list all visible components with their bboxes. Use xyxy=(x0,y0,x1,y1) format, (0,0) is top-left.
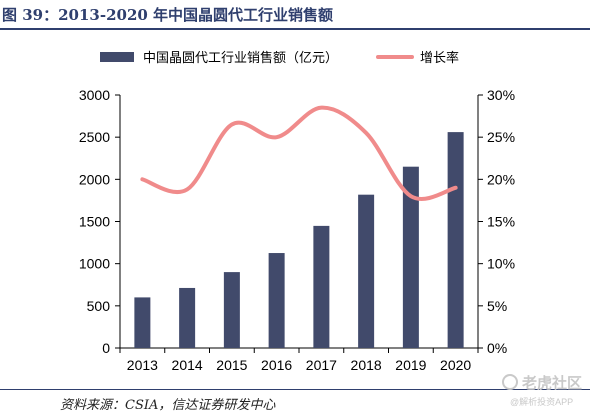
x-tick-label: 2017 xyxy=(306,357,337,373)
y-tick-label-left: 2500 xyxy=(79,129,110,145)
chart-title: 图 39：2013-2020 年中国晶圆代工行业销售额 xyxy=(2,6,334,24)
tick-labels: 0 500 1000 1500 2000 2500 3000 0% 5% 10% 15% 20% 25%… xyxy=(79,87,515,373)
x-tick-label: 2014 xyxy=(172,357,203,373)
legend-line-label: 增长率 xyxy=(420,50,459,65)
title-divider xyxy=(0,28,590,30)
y-tick-label-right: 5% xyxy=(487,298,507,314)
source-note: 资料来源：CSIA，信达证券研发中心 xyxy=(60,398,276,413)
y-tick-label-left: 1500 xyxy=(79,214,110,230)
bar xyxy=(223,272,240,348)
bar xyxy=(447,132,464,348)
growth-rate-line xyxy=(140,105,458,201)
bar xyxy=(134,297,151,348)
y-tick-label-right: 15% xyxy=(487,214,515,230)
y-tick-label-right: 20% xyxy=(487,171,515,187)
legend-bar-swatch xyxy=(100,52,134,62)
y-tick-label-right: 30% xyxy=(487,87,515,103)
bar xyxy=(268,253,285,348)
footer-divider xyxy=(0,389,590,390)
bar xyxy=(179,287,196,348)
bar-series xyxy=(134,132,464,348)
x-tick-label: 2016 xyxy=(261,357,292,373)
y-tick-label-left: 3000 xyxy=(79,87,110,103)
y-tick-label-left: 0 xyxy=(102,340,110,356)
bar xyxy=(313,225,330,348)
y-tick-label-left: 500 xyxy=(87,298,111,314)
bar xyxy=(402,166,419,348)
y-tick-label-right: 10% xyxy=(487,256,515,272)
watermark-logo-icon xyxy=(502,374,518,390)
y-tick-label-right: 25% xyxy=(487,129,515,145)
legend-bar-label: 中国晶圆代工行业销售额（亿元） xyxy=(143,50,338,65)
y-tick-label-left: 2000 xyxy=(79,171,110,187)
x-tick-label: 2015 xyxy=(216,357,247,373)
x-tick-label: 2019 xyxy=(395,357,426,373)
watermark-subtitle: @解析投资APP xyxy=(510,397,574,407)
x-tick-label: 2013 xyxy=(127,357,158,373)
axes xyxy=(115,94,483,353)
watermark: 老虎社区 @解析投资APP xyxy=(502,372,588,412)
watermark-brand: 老虎社区 xyxy=(522,375,583,392)
line-series xyxy=(140,105,458,201)
legend: 中国晶圆代工行业销售额（亿元） 增长率 xyxy=(100,50,459,65)
y-tick-label-left: 1000 xyxy=(79,256,110,272)
x-tick-label: 2020 xyxy=(440,357,471,373)
y-tick-label-right: 0% xyxy=(487,340,507,356)
x-tick-label: 2018 xyxy=(351,357,382,373)
bar xyxy=(358,194,375,348)
